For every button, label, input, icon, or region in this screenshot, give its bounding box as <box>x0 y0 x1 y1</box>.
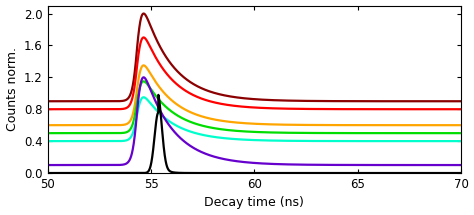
Y-axis label: Counts norm.: Counts norm. <box>6 47 18 131</box>
X-axis label: Decay time (ns): Decay time (ns) <box>204 197 304 209</box>
